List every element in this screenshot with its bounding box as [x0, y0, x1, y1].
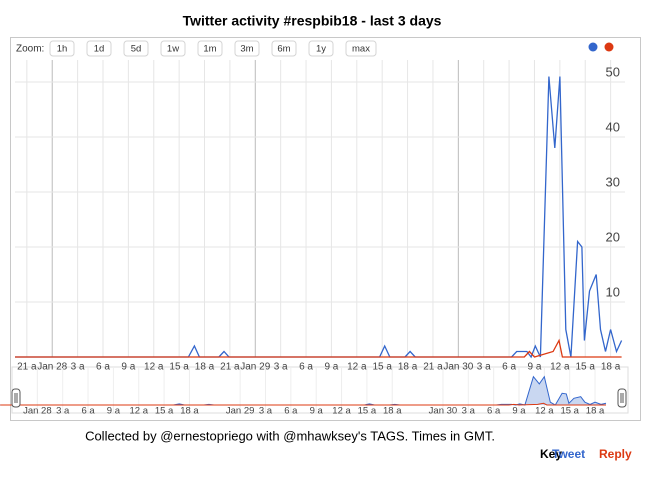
zoom-button-label[interactable]: max [352, 44, 370, 55]
y-tick-label: 30 [606, 174, 620, 189]
y-tick-label: 50 [606, 64, 620, 79]
zoom-button-label[interactable]: 1h [57, 44, 68, 55]
x-tick-label: 6 a [96, 362, 110, 373]
zoom-button-label[interactable]: 1d [94, 44, 105, 55]
x-tick-label: 9 a [324, 362, 338, 373]
navigator-tick-label: 18 a [180, 406, 199, 417]
y-tick-label: 10 [606, 284, 620, 299]
navigator-tick-label: 3 a [259, 406, 273, 417]
range-handle-box[interactable] [617, 388, 627, 408]
data-line [0, 402, 606, 406]
zoom-button-label[interactable]: 1y [316, 44, 326, 55]
zoom-button[interactable]: 1h [49, 40, 75, 57]
navigator-tick-label: 15 a [358, 406, 377, 417]
navigator-tick-label: 12 a [129, 406, 148, 417]
zoom-button[interactable]: 3m [234, 40, 260, 57]
zoom-button[interactable]: 1w [160, 40, 186, 57]
zoom-button-box[interactable] [197, 40, 223, 57]
navigator-tick-label: 15 a [155, 406, 174, 417]
x-tick-label: 3 a [477, 362, 491, 373]
navigator-tick-label: 12 a [332, 406, 351, 417]
zoom-label: Zoom: [16, 44, 44, 55]
x-tick-label: 9 a [528, 362, 542, 373]
zoom-button-label[interactable]: 1m [203, 44, 216, 55]
x-tick-label: 18 a [601, 362, 621, 373]
navigator-tick-label: 9 a [310, 406, 324, 417]
x-tick-label: 15 a [169, 362, 189, 373]
legend-marker [604, 42, 614, 52]
x-tick-label: 3 a [71, 362, 85, 373]
key-label: Key [540, 447, 562, 461]
x-tick-label: 18 a [195, 362, 215, 373]
data-line [15, 338, 622, 358]
navigator-tick-label: Jan 30 [429, 406, 458, 417]
zoom-button-box[interactable] [345, 40, 377, 57]
navigator-tick-label: 6 a [81, 406, 95, 417]
legend-label: Tweet [552, 447, 585, 461]
zoom-button-box[interactable] [308, 40, 334, 57]
navigator-tick-label: 18 a [586, 406, 605, 417]
x-tick-label: 12 a [144, 362, 164, 373]
navigator-tick-label: 3 a [56, 406, 70, 417]
zoom-button[interactable]: max [345, 40, 377, 57]
navigator-tick-label: 3 a [462, 406, 476, 417]
navigator-tick-label: 6 a [284, 406, 298, 417]
zoom-button-box[interactable] [49, 40, 75, 57]
x-tick-label: 21 a [423, 362, 443, 373]
range-handle[interactable] [11, 388, 21, 408]
navigator-tick-label: 15 a [560, 406, 579, 417]
zoom-button-box[interactable] [160, 40, 186, 57]
navigator-tick-label: 18 a [383, 406, 402, 417]
x-tick-label: 21 a [17, 362, 37, 373]
x-tick-label: Jan 29 [240, 362, 270, 373]
x-tick-label: Jan 28 [37, 362, 67, 373]
y-tick-label: 20 [606, 229, 620, 244]
zoom-button[interactable]: 6m [271, 40, 297, 57]
zoom-button-box[interactable] [86, 40, 112, 57]
x-tick-label: 15 a [372, 362, 392, 373]
navigator-tick-label: 12 a [535, 406, 554, 417]
zoom-button[interactable]: 1m [197, 40, 223, 57]
navigator-tick-label: 9 a [512, 406, 526, 417]
range-handle-box[interactable] [11, 388, 21, 408]
navigator-area [0, 376, 606, 405]
legend-label: Reply [599, 447, 632, 461]
zoom-button-label[interactable]: 6m [277, 44, 290, 55]
x-tick-label: 18 a [398, 362, 418, 373]
y-tick-label: 40 [606, 119, 620, 134]
footer: Collected by @ernestopriego with @mhawks… [85, 428, 495, 443]
x-tick-label: 3 a [274, 362, 288, 373]
x-tick-label: 15 a [576, 362, 596, 373]
legend-marker [588, 42, 598, 52]
x-tick-label: 21 a [220, 362, 240, 373]
x-tick-label: 9 a [121, 362, 135, 373]
zoom-button-box[interactable] [123, 40, 149, 57]
navigator-tick-label: 6 a [487, 406, 501, 417]
zoom-button[interactable]: 1y [308, 40, 334, 57]
zoom-button-label[interactable]: 5d [131, 44, 142, 55]
data-line [15, 76, 623, 359]
x-tick-label: Jan 30 [443, 362, 473, 373]
zoom-button-box[interactable] [234, 40, 260, 57]
zoom-button-box[interactable] [271, 40, 297, 57]
navigator-tick-label: 9 a [107, 406, 121, 417]
range-handle[interactable] [617, 388, 627, 408]
zoom-button[interactable]: 5d [123, 40, 149, 57]
navigator-tick-label: Jan 29 [226, 406, 255, 417]
zoom-button-label[interactable]: 3m [240, 44, 253, 55]
x-tick-label: 12 a [347, 362, 367, 373]
x-tick-label: 6 a [299, 362, 313, 373]
x-tick-label: 6 a [502, 362, 516, 373]
navigator-tick-label: Jan 28 [23, 406, 52, 417]
zoom-button-label[interactable]: 1w [167, 44, 179, 55]
zoom-button[interactable]: 1d [86, 40, 112, 57]
x-tick-label: 12 a [550, 362, 570, 373]
chart-title: Twitter activity #respbib18 - last 3 day… [183, 13, 442, 29]
